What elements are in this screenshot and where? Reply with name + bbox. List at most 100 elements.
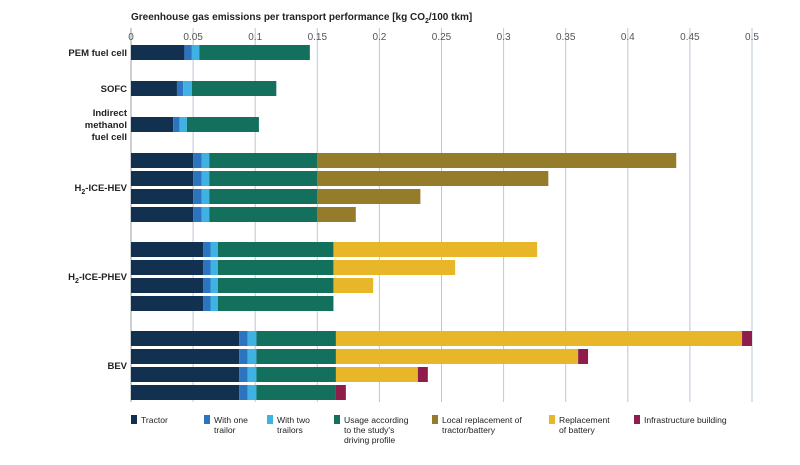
category-label: H2-ICE-PHEV: [68, 272, 127, 285]
bar-segment: [209, 171, 318, 186]
x-tick-label: 0.5: [745, 32, 759, 43]
bar-segment: [335, 349, 579, 364]
legend-swatch: [432, 415, 438, 424]
legend-label: Local replacement of: [442, 415, 522, 425]
x-tick-label: 0: [128, 32, 134, 43]
legend-label: Tractor: [141, 415, 168, 425]
bar-segment: [239, 385, 248, 400]
bar-segment: [131, 171, 194, 186]
bar-segment: [131, 45, 185, 60]
chart-title: Greenhouse gas emissions per transport p…: [131, 12, 472, 25]
legend-label: With two: [277, 415, 310, 425]
bar-segment: [176, 81, 184, 96]
bar-segment: [179, 117, 187, 132]
bar-segment: [203, 242, 211, 257]
bar-segment: [217, 278, 334, 293]
legend-label: With one: [214, 415, 248, 425]
bar-segment: [256, 331, 336, 346]
bar-segment: [247, 331, 257, 346]
bar-segment: [317, 207, 356, 222]
bar-segment: [317, 171, 549, 186]
bar-segment: [183, 81, 192, 96]
bar-segment: [210, 278, 218, 293]
x-tick-label: 0.05: [183, 32, 203, 43]
legend-label: Replacement: [559, 415, 610, 425]
legend-swatch: [267, 415, 273, 424]
category-label: BEV: [107, 361, 127, 372]
bar-segment: [317, 189, 421, 204]
x-tick-label: 0.2: [372, 32, 386, 43]
bar-segment: [335, 385, 346, 400]
legend-label: of battery: [559, 425, 596, 435]
bar-segment: [239, 331, 248, 346]
bar-segment: [203, 278, 211, 293]
legend-swatch: [131, 415, 137, 424]
bar-segment: [203, 296, 211, 311]
bar-segment: [131, 207, 194, 222]
bar-segment: [199, 45, 310, 60]
bar-segment: [131, 260, 204, 275]
bar-segment: [201, 207, 210, 222]
bar-segment: [256, 385, 336, 400]
bar-segment: [333, 242, 538, 257]
bar-segment: [193, 171, 202, 186]
bar-segment: [201, 153, 210, 168]
category-label: fuel cell: [92, 132, 127, 143]
bar-segment: [191, 45, 200, 60]
legend-swatch: [549, 415, 555, 424]
x-tick-label: 0.4: [621, 32, 635, 43]
x-tick-label: 0.35: [556, 32, 576, 43]
bar-segment: [578, 349, 589, 364]
bar-segment: [335, 331, 743, 346]
bar-segment: [333, 278, 374, 293]
bar-segment: [193, 189, 202, 204]
bar-segment: [131, 81, 177, 96]
x-tick-label: 0.25: [432, 32, 452, 43]
bar-segment: [210, 296, 218, 311]
legend-label: tractor/battery: [442, 425, 496, 435]
bar-segment: [333, 260, 456, 275]
bar-segment: [203, 260, 211, 275]
x-tick-label: 0.3: [497, 32, 511, 43]
bar-segment: [742, 331, 752, 346]
legend-label: Usage according: [344, 415, 409, 425]
legend-swatch: [334, 415, 340, 424]
x-tick-label: 0.15: [308, 32, 328, 43]
legend-label: trailor: [214, 425, 236, 435]
bar-segment: [335, 367, 418, 382]
bar-segment: [131, 242, 204, 257]
bar-segment: [193, 153, 202, 168]
category-label: methanol: [85, 120, 127, 131]
category-label: PEM fuel cell: [68, 48, 127, 59]
category-label: Indirect: [93, 108, 128, 119]
bar-segment: [217, 242, 334, 257]
legend-swatch: [634, 415, 640, 424]
bar-segment: [247, 367, 257, 382]
legend-label: driving profile: [344, 435, 395, 445]
bar-segment: [209, 207, 318, 222]
bar-segment: [239, 349, 248, 364]
legend-swatch: [204, 415, 210, 424]
bar-segment: [201, 189, 210, 204]
bar-segment: [131, 153, 194, 168]
bar-segment: [131, 349, 240, 364]
bar-segment: [317, 153, 677, 168]
bar-segment: [239, 367, 248, 382]
bar-segment: [193, 207, 202, 222]
bar-segment: [217, 296, 334, 311]
bar-segment: [131, 385, 240, 400]
legend-label: trailors: [277, 425, 303, 435]
bar-segment: [131, 296, 204, 311]
category-label: H2-ICE-HEV: [75, 183, 128, 196]
bar-segment: [217, 260, 334, 275]
bar-segment: [209, 189, 318, 204]
bar-segment: [131, 367, 240, 382]
bar-segment: [256, 367, 336, 382]
bar-segment: [209, 153, 318, 168]
legend-label: to the study's: [344, 425, 394, 435]
category-label: SOFC: [101, 84, 128, 95]
x-tick-label: 0.1: [248, 32, 262, 43]
bar-segment: [184, 45, 192, 60]
bar-segment: [417, 367, 428, 382]
